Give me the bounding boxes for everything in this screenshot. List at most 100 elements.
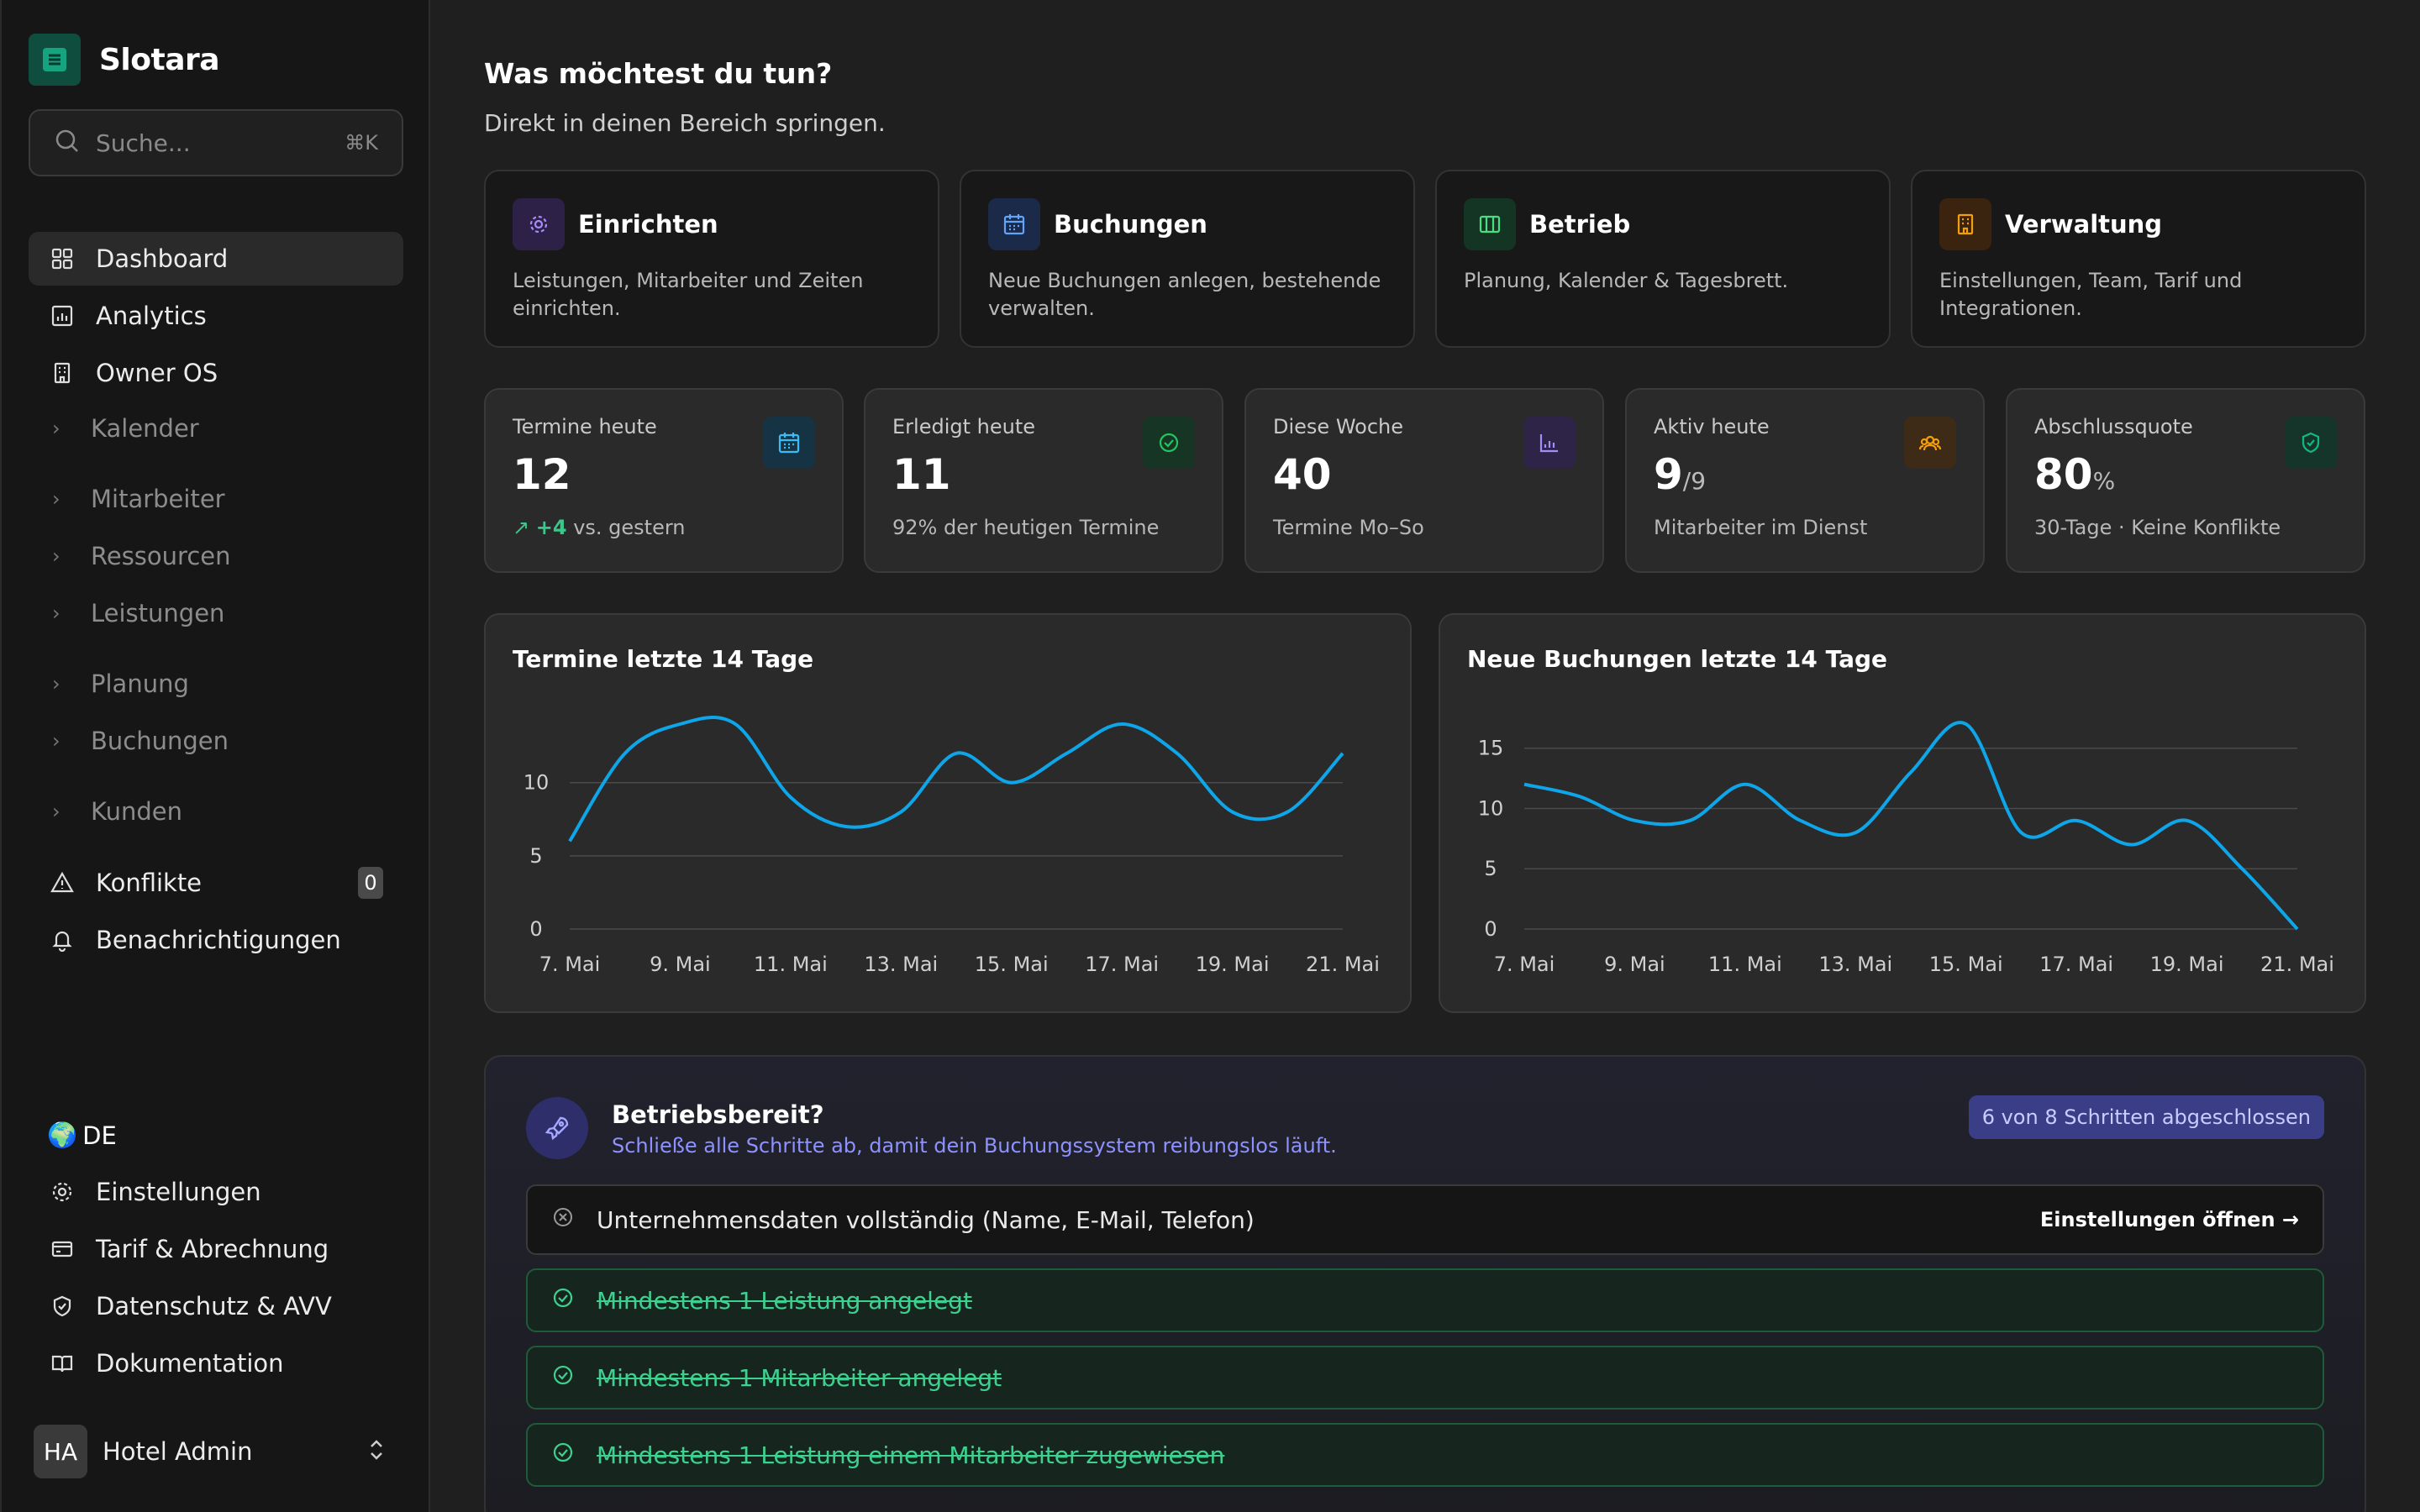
x-tick-label: 11. Mai [754, 953, 828, 976]
chevron-right-icon: › [52, 601, 60, 625]
page-subtitle: Direkt in deinen Bereich springen. [484, 109, 886, 137]
users-icon [1904, 417, 1956, 469]
stat-value: 40 [1273, 450, 1332, 499]
brand[interactable]: Slotara [29, 34, 220, 86]
sidebar-item-analytics[interactable]: Analytics [29, 289, 403, 343]
stat-label: Diese Woche [1273, 415, 1403, 438]
warning-icon [49, 869, 76, 896]
stat-value: 80% [2034, 450, 2116, 499]
search-shortcut: ⌘K [345, 131, 378, 155]
sidebar-item-benachrichtigungen[interactable]: Benachrichtigungen [29, 913, 403, 967]
sidebar-item-buchungen[interactable]: › Buchungen [29, 714, 403, 768]
sidebar-item-mitarbeiter[interactable]: › Mitarbeiter [29, 472, 403, 526]
app-name: Slotara [99, 42, 220, 77]
sidebar-item-leistungen[interactable]: › Leistungen [29, 586, 403, 640]
book-icon [49, 1350, 76, 1377]
quick-action-desc: Leistungen, Mitarbeiter und Zeiten einri… [513, 269, 864, 320]
user-menu[interactable]: HA Hotel Admin [34, 1425, 387, 1478]
gear-icon [49, 1179, 76, 1205]
x-tick-label: 13. Mai [864, 953, 938, 976]
gear-icon [513, 198, 565, 250]
check-circle-icon [551, 1363, 575, 1393]
sidebar-item-planung[interactable]: › Planung [29, 657, 403, 711]
building-icon [49, 360, 76, 386]
sidebar-item-label: Dokumentation [96, 1349, 284, 1378]
sidebar-item-label: Leistungen [91, 599, 225, 627]
x-tick-label: 9. Mai [650, 953, 711, 976]
calendar-icon [988, 198, 1040, 250]
language-switcher[interactable]: 🌍 DE [47, 1121, 117, 1150]
stat-card-diese-woche[interactable]: Diese Woche 40 Termine Mo–So [1244, 388, 1604, 573]
chart-termine-svg: 0 5 10 7. Mai 9. Mai 11. Mai 13. Mai 15. Mai 17.… [523, 716, 1380, 976]
stat-delta: +4 [535, 516, 567, 539]
x-tick-label: 7. Mai [1494, 953, 1555, 976]
checklist-item-text: Unternehmensdaten vollständig (Name, E-M… [597, 1205, 1255, 1234]
main-content: Was möchtest du tun? Direkt in deinen Be… [432, 0, 2420, 1512]
chart-buchungen-svg: 0 5 10 15 7. Mai 9. Mai 11. Mai 13. Mai 15. Mai 1… [1478, 721, 2334, 976]
quick-action-desc: Einstellungen, Team, Tarif und Integrati… [1939, 269, 2243, 320]
y-tick-label: 0 [529, 917, 542, 941]
series-line [1523, 721, 2299, 931]
stat-card-termine-heute[interactable]: Termine heute 12 ↗ +4 vs. gestern [484, 388, 844, 573]
credit-card-icon [49, 1236, 76, 1263]
chevron-right-icon: › [52, 800, 60, 823]
stat-label: Abschlussquote [2034, 415, 2193, 438]
checklist-item-text: Mindestens 1 Leistung einem Mitarbeiter … [597, 1441, 1225, 1469]
sidebar: Slotara Suche... ⌘K Dashboard Analytics … [0, 0, 430, 1512]
stat-card-erledigt-heute[interactable]: Erledigt heute 11 92% der heutigen Termi… [864, 388, 1223, 573]
search-input[interactable]: Suche... ⌘K [29, 109, 403, 176]
quick-action-title: Verwaltung [2005, 210, 2163, 239]
checklist-item[interactable]: Mindestens 1 Leistung angelegt [526, 1268, 2324, 1332]
stat-sub: Mitarbeiter im Dienst [1654, 516, 1868, 539]
user-name: Hotel Admin [103, 1437, 253, 1466]
sidebar-item-dokumentation[interactable]: Dokumentation [29, 1336, 403, 1390]
sidebar-item-label: Planung [91, 669, 189, 698]
x-tick-label: 7. Mai [539, 953, 601, 976]
open-settings-link[interactable]: Einstellungen öffnen → [2039, 1208, 2299, 1231]
check-circle-icon [551, 1286, 575, 1315]
chevron-up-down-icon [366, 1437, 387, 1466]
readiness-panel: Betriebsbereit? Schließe alle Schritte a… [484, 1055, 2366, 1512]
sidebar-item-datenschutz[interactable]: Datenschutz & AVV [29, 1279, 403, 1333]
search-placeholder: Suche... [96, 129, 191, 157]
sidebar-item-owner-os[interactable]: Owner OS [29, 346, 403, 400]
grid-icon [49, 245, 76, 272]
checklist-item[interactable]: Unternehmensdaten vollständig (Name, E-M… [526, 1184, 2324, 1255]
stat-sub-text: vs. gestern [573, 516, 686, 539]
stat-card-aktiv-heute[interactable]: Aktiv heute 9/9 Mitarbeiter im Dienst [1625, 388, 1985, 573]
page-title: Was möchtest du tun? [484, 57, 833, 90]
quick-action-title: Einrichten [578, 210, 718, 239]
shield-icon [49, 1293, 76, 1320]
stat-sub: 30-Tage · Keine Konflikte [2034, 516, 2281, 539]
sidebar-item-konflikte[interactable]: Konflikte 0 [29, 856, 403, 910]
sidebar-item-tarif[interactable]: Tarif & Abrechnung [29, 1222, 403, 1276]
stat-card-abschlussquote[interactable]: Abschlussquote 80% 30-Tage · Keine Konfl… [2006, 388, 2365, 573]
quick-action-verwaltung[interactable]: Verwaltung Einstellungen, Team, Tarif un… [1911, 170, 2366, 348]
language-label: DE [82, 1121, 117, 1150]
quick-action-betrieb[interactable]: Betrieb Planung, Kalender & Tagesbrett. [1435, 170, 1891, 348]
sidebar-item-dashboard[interactable]: Dashboard [29, 232, 403, 286]
sidebar-item-label: Ressourcen [91, 542, 231, 570]
y-tick-label: 0 [1484, 917, 1497, 941]
chart-neue-buchungen: Neue Buchungen letzte 14 Tage 0 5 10 15 7. M… [1439, 613, 2366, 1013]
chevron-right-icon: › [52, 417, 60, 440]
check-circle-icon [551, 1441, 575, 1470]
sidebar-item-kunden[interactable]: › Kunden [29, 785, 403, 838]
sidebar-item-kalender[interactable]: › Kalender [29, 402, 403, 455]
readiness-subtitle: Schließe alle Schritte ab, damit dein Bu… [612, 1134, 1337, 1158]
quick-action-title: Betrieb [1529, 210, 1631, 239]
y-tick-label: 5 [529, 844, 542, 868]
quick-action-desc: Neue Buchungen anlegen, bestehende verwa… [988, 269, 1381, 320]
checklist-item[interactable]: Mindestens 1 Mitarbeiter angelegt [526, 1346, 2324, 1410]
check-circle-icon [1143, 417, 1195, 469]
trend-up-icon: ↗ [513, 516, 530, 539]
sidebar-item-label: Konflikte [96, 869, 203, 897]
checklist-item[interactable]: Mindestens 1 Leistung einem Mitarbeiter … [526, 1423, 2324, 1487]
stat-value: 12 [513, 450, 571, 499]
sidebar-item-einstellungen[interactable]: Einstellungen [29, 1165, 403, 1219]
quick-action-einrichten[interactable]: Einrichten Leistungen, Mitarbeiter und Z… [484, 170, 939, 348]
quick-action-buchungen[interactable]: Buchungen Neue Buchungen anlegen, besteh… [960, 170, 1415, 348]
sidebar-item-label: Datenschutz & AVV [96, 1292, 332, 1320]
sidebar-item-ressourcen[interactable]: › Ressourcen [29, 529, 403, 583]
x-tick-label: 15. Mai [1929, 953, 2003, 976]
